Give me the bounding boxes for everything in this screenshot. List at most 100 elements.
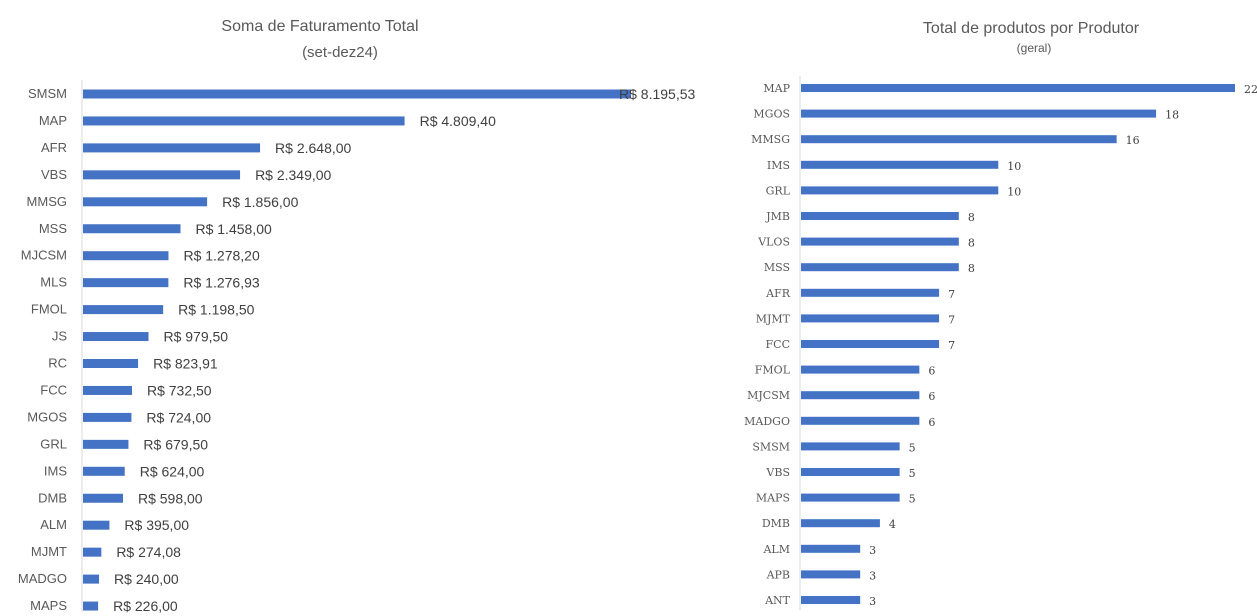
data-label: 22 bbox=[1244, 83, 1257, 96]
bar bbox=[801, 263, 959, 272]
revenue-chart: Soma de Faturamento Total (set-dez24) SM… bbox=[18, 18, 696, 614]
category-label: FCC bbox=[40, 382, 67, 397]
data-label: R$ 624,00 bbox=[140, 463, 205, 479]
data-label: R$ 2.648,00 bbox=[275, 140, 351, 156]
bar bbox=[801, 160, 999, 169]
data-label: R$ 8.195,53 bbox=[619, 86, 695, 102]
bar bbox=[801, 391, 920, 400]
category-label: MADGO bbox=[18, 571, 67, 586]
bar bbox=[83, 359, 139, 368]
category-label: JS bbox=[52, 329, 68, 344]
bar bbox=[83, 385, 132, 395]
data-label: 6 bbox=[928, 390, 935, 403]
category-label: JMB bbox=[765, 210, 790, 223]
category-label: SMSM bbox=[752, 440, 790, 453]
data-label: 7 bbox=[948, 339, 955, 352]
data-label: R$ 724,00 bbox=[146, 409, 211, 425]
data-label: R$ 1.276,93 bbox=[183, 275, 259, 291]
data-label: 3 bbox=[869, 595, 876, 608]
category-label: FCC bbox=[766, 338, 790, 351]
products-chart-subtitle: (geral) bbox=[1017, 41, 1052, 55]
bar bbox=[801, 519, 880, 528]
bar bbox=[83, 143, 261, 153]
category-label: MJCSM bbox=[747, 389, 790, 402]
data-label: R$ 240,00 bbox=[114, 571, 179, 587]
category-label: MAPS bbox=[30, 598, 67, 613]
category-label: VBS bbox=[765, 466, 790, 479]
category-label: ALM bbox=[40, 517, 67, 532]
data-label: 3 bbox=[869, 544, 876, 557]
category-label: VBS bbox=[41, 167, 67, 182]
category-label: MAP bbox=[763, 82, 790, 95]
data-label: R$ 979,50 bbox=[163, 329, 228, 345]
category-label: ALM bbox=[762, 543, 790, 556]
category-label: DMB bbox=[762, 517, 790, 530]
products-chart-title: Total de produtos por Produtor bbox=[923, 20, 1140, 37]
data-label: 4 bbox=[889, 518, 896, 531]
category-label: MLS bbox=[40, 275, 67, 290]
bar bbox=[801, 109, 1157, 118]
products-chart: Total de produtos por Produtor (geral) M… bbox=[744, 20, 1257, 610]
category-label: MJMT bbox=[31, 544, 67, 559]
data-label: R$ 274,08 bbox=[116, 544, 181, 560]
revenue-chart-title: Soma de Faturamento Total bbox=[221, 18, 418, 35]
data-label: 6 bbox=[928, 416, 935, 429]
bar bbox=[83, 547, 102, 557]
category-label: MSS bbox=[39, 221, 68, 236]
data-label: 5 bbox=[909, 493, 916, 506]
bar bbox=[801, 365, 920, 374]
data-label: 5 bbox=[909, 467, 916, 480]
category-label: MAP bbox=[39, 113, 67, 128]
bar bbox=[801, 596, 861, 604]
data-label: 18 bbox=[1165, 109, 1179, 122]
bar bbox=[801, 493, 900, 502]
data-label: 5 bbox=[909, 441, 916, 454]
data-label: 8 bbox=[968, 237, 975, 250]
data-label: 7 bbox=[948, 288, 955, 301]
data-label: R$ 1.458,00 bbox=[195, 221, 271, 237]
category-label: RC bbox=[48, 356, 67, 371]
bar bbox=[801, 314, 940, 323]
category-label: APB bbox=[766, 568, 790, 581]
category-label: DMB bbox=[38, 490, 67, 505]
bar bbox=[83, 251, 169, 261]
bar bbox=[801, 212, 959, 220]
category-label: MAPS bbox=[756, 492, 790, 505]
bar bbox=[801, 442, 900, 451]
bar bbox=[83, 89, 631, 99]
data-label: R$ 226,00 bbox=[113, 598, 178, 614]
category-label: MMSG bbox=[751, 133, 790, 146]
bar bbox=[83, 170, 241, 180]
data-label: 7 bbox=[948, 313, 955, 326]
category-label: GRL bbox=[40, 436, 67, 451]
data-label: R$ 1.198,50 bbox=[178, 302, 254, 318]
bar bbox=[83, 439, 129, 449]
bar bbox=[801, 570, 861, 579]
bar bbox=[801, 468, 900, 476]
bar bbox=[83, 601, 99, 611]
category-label: MGOS bbox=[753, 108, 790, 121]
data-label: 6 bbox=[928, 365, 935, 378]
bar bbox=[801, 340, 940, 348]
category-label: AFR bbox=[765, 287, 791, 300]
bar bbox=[801, 237, 959, 246]
bar bbox=[801, 84, 1235, 92]
bar bbox=[83, 305, 164, 315]
bar bbox=[801, 416, 920, 425]
data-label: 16 bbox=[1126, 134, 1140, 147]
revenue-chart-bars: SMSM R$ 8.195,53 MAP R$ 4.809,40 AFR R$ 2.648… bbox=[18, 86, 696, 614]
bar bbox=[83, 493, 123, 503]
bar bbox=[801, 186, 999, 195]
category-label: IMS bbox=[767, 159, 790, 172]
bar bbox=[83, 574, 100, 584]
category-label: IMS bbox=[44, 463, 67, 478]
bar bbox=[83, 466, 125, 476]
data-label: 10 bbox=[1007, 185, 1021, 198]
category-label: FMOL bbox=[755, 364, 791, 377]
category-label: ANT bbox=[764, 594, 791, 607]
category-label: MSS bbox=[764, 261, 790, 274]
bar bbox=[83, 197, 208, 207]
category-label: SMSM bbox=[28, 86, 67, 101]
bar bbox=[83, 520, 110, 530]
data-label: R$ 679,50 bbox=[143, 436, 208, 452]
